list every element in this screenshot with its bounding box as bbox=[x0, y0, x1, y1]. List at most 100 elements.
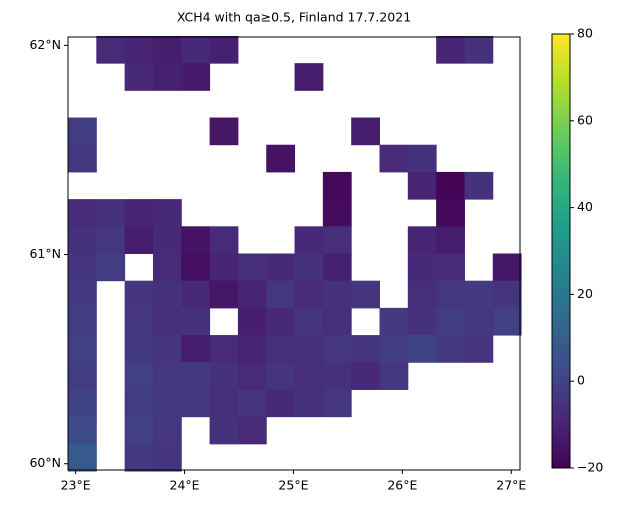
heatmap-cell bbox=[96, 226, 125, 254]
heatmap-cell bbox=[408, 281, 437, 309]
colorbar-tick-label: 20 bbox=[577, 286, 593, 301]
heatmap-cell bbox=[125, 63, 154, 91]
heatmap-cell bbox=[153, 254, 182, 282]
heatmap-cell bbox=[238, 281, 267, 309]
heatmap-cell bbox=[181, 281, 210, 309]
x-tick-label: 23°E bbox=[61, 478, 91, 493]
heatmap-cell bbox=[68, 389, 97, 417]
heatmap-cell bbox=[323, 362, 352, 390]
heatmap-cell bbox=[238, 335, 267, 363]
chart-title: XCH4 with qa≥0.5, Finland 17.7.2021 bbox=[177, 10, 411, 25]
heatmap-cell bbox=[295, 389, 324, 417]
heatmap-cell bbox=[153, 308, 182, 336]
heatmap-cell bbox=[68, 362, 97, 390]
colorbar-tick-label: −20 bbox=[577, 460, 603, 475]
heatmap-cell bbox=[408, 335, 437, 363]
heatmap-cell bbox=[238, 254, 267, 282]
heatmap-cell bbox=[125, 281, 154, 309]
heatmap-cell bbox=[181, 254, 210, 282]
heatmap-cell bbox=[493, 254, 522, 282]
heatmap-cell bbox=[68, 417, 97, 445]
heatmap-cell bbox=[436, 36, 465, 64]
heatmap-cell bbox=[153, 389, 182, 417]
heatmap-cell bbox=[181, 308, 210, 336]
heatmap-cell bbox=[125, 199, 154, 227]
heatmap-cell bbox=[238, 308, 267, 336]
colorbar-tick-label: 0 bbox=[577, 373, 585, 388]
heatmap-cell bbox=[295, 63, 324, 91]
heatmap-cell bbox=[210, 362, 239, 390]
heatmap-cell bbox=[238, 417, 267, 445]
heatmap-cell bbox=[125, 36, 154, 64]
heatmap-cell bbox=[68, 118, 97, 146]
heatmap-cell bbox=[464, 308, 493, 336]
heatmap-cell bbox=[68, 444, 97, 472]
heatmap-cell bbox=[408, 226, 437, 254]
heatmap-cell bbox=[351, 281, 380, 309]
heatmap-cell bbox=[181, 389, 210, 417]
heatmap-cell bbox=[464, 36, 493, 64]
heatmap-cell bbox=[436, 254, 465, 282]
colorbar-tick-label: 40 bbox=[577, 199, 593, 214]
heatmap-cell bbox=[323, 254, 352, 282]
heatmap-cell bbox=[68, 308, 97, 336]
heatmap-cell bbox=[493, 308, 522, 336]
heatmap-cell bbox=[68, 335, 97, 363]
heatmap-cell bbox=[153, 335, 182, 363]
heatmap-cell bbox=[464, 281, 493, 309]
heatmap-cell bbox=[96, 254, 125, 282]
heatmap-cell bbox=[125, 226, 154, 254]
heatmap-cell bbox=[181, 362, 210, 390]
heatmap-cell bbox=[408, 172, 437, 200]
heatmap-cell bbox=[125, 417, 154, 445]
heatmap-cell bbox=[153, 226, 182, 254]
heatmap-cell bbox=[323, 389, 352, 417]
heatmap-cell bbox=[266, 362, 295, 390]
y-tick-label: 60°N bbox=[29, 455, 61, 470]
heatmap-cell bbox=[238, 389, 267, 417]
heatmap-cell bbox=[181, 335, 210, 363]
heatmap-cell bbox=[436, 335, 465, 363]
heatmap-cell bbox=[210, 281, 239, 309]
x-tick-label: 24°E bbox=[170, 478, 200, 493]
heatmap-cell bbox=[210, 226, 239, 254]
heatmap-cell bbox=[436, 172, 465, 200]
heatmap-cell bbox=[125, 389, 154, 417]
heatmap-cell bbox=[323, 308, 352, 336]
heatmap-cell bbox=[323, 199, 352, 227]
heatmap-cell bbox=[323, 335, 352, 363]
heatmap-cell bbox=[238, 362, 267, 390]
heatmap-cell bbox=[323, 172, 352, 200]
y-tick-label: 62°N bbox=[29, 37, 61, 52]
heatmap-cell bbox=[210, 254, 239, 282]
heatmap-cell bbox=[323, 226, 352, 254]
heatmap-cell bbox=[153, 281, 182, 309]
heatmap-cell bbox=[351, 335, 380, 363]
heatmap-cell bbox=[436, 281, 465, 309]
heatmap-cell bbox=[153, 362, 182, 390]
heatmap-cell bbox=[125, 335, 154, 363]
heatmap-cell bbox=[266, 335, 295, 363]
heatmap-cell bbox=[210, 335, 239, 363]
heatmap-cell bbox=[181, 36, 210, 64]
heatmap-cell bbox=[210, 36, 239, 64]
heatmap-cell bbox=[295, 281, 324, 309]
heatmap-cell bbox=[436, 308, 465, 336]
heatmap-cell bbox=[408, 254, 437, 282]
heatmap-cell bbox=[68, 145, 97, 173]
colorbar-tick-label: 80 bbox=[577, 26, 593, 41]
colorbar-tick-label: 60 bbox=[577, 112, 593, 127]
chart: XCH4 with qa≥0.5, Finland 17.7.2021 23°E… bbox=[0, 0, 617, 503]
heatmap-cell bbox=[266, 145, 295, 173]
heatmap-cell bbox=[379, 145, 408, 173]
heatmap-cell bbox=[68, 254, 97, 282]
heatmap-cell bbox=[436, 226, 465, 254]
heatmap-cell bbox=[153, 199, 182, 227]
heatmap-cell bbox=[181, 63, 210, 91]
x-tick-label: 25°E bbox=[278, 478, 308, 493]
heatmap-cell bbox=[181, 226, 210, 254]
heatmap-cell bbox=[295, 308, 324, 336]
heatmap-cell bbox=[379, 362, 408, 390]
heatmap-cell bbox=[125, 362, 154, 390]
x-tick-label: 26°E bbox=[387, 478, 417, 493]
